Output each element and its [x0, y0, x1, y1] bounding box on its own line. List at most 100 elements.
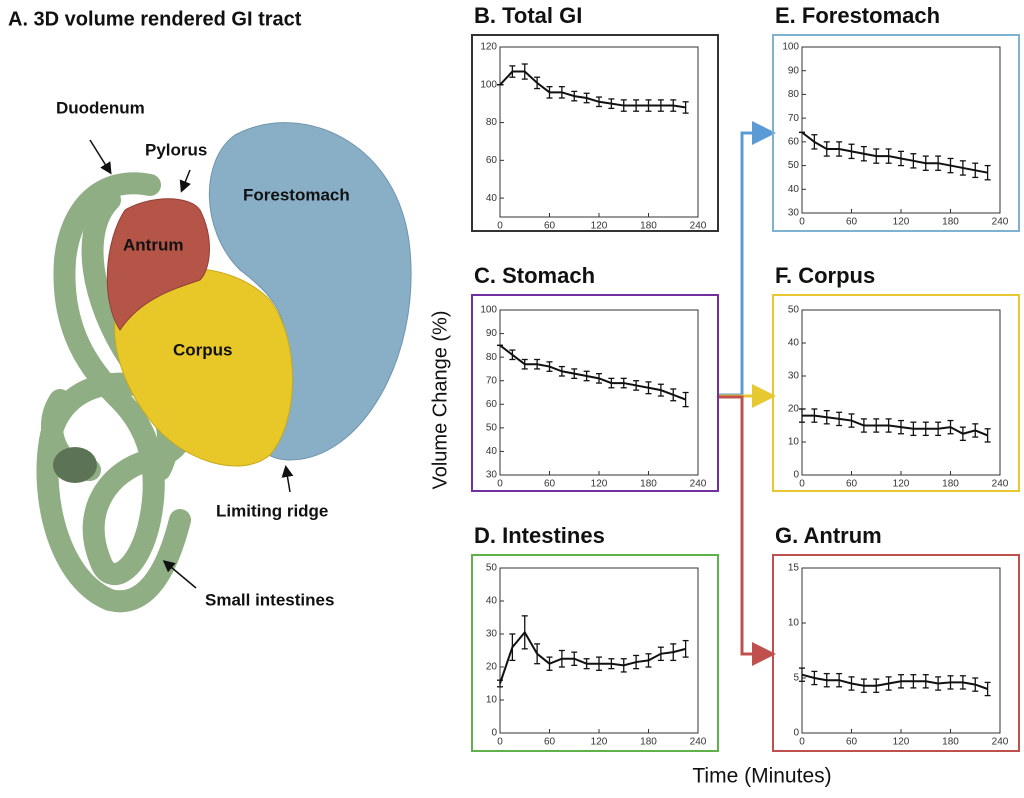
label: Corpus	[173, 340, 233, 359]
data-line	[802, 414, 988, 437]
y-tick-label: 30	[486, 470, 498, 481]
error-bar	[633, 654, 640, 670]
y-tick-label: 0	[793, 728, 799, 739]
y-tick-label: 20	[486, 662, 498, 673]
error-bar	[534, 643, 541, 665]
x-tick-label: 0	[497, 221, 503, 232]
x-tick-label: 240	[992, 217, 1009, 228]
y-tick-label: 40	[788, 184, 800, 195]
error-bar	[608, 377, 615, 389]
error-bar	[836, 141, 843, 157]
panel-frame	[772, 34, 1020, 232]
y-tick-label: 10	[788, 437, 800, 448]
error-bar	[984, 681, 991, 697]
error-bar	[596, 96, 602, 108]
error-bar	[947, 419, 954, 435]
error-bar	[645, 381, 652, 395]
panel-frame	[471, 34, 719, 232]
panel-title: G. Antrum	[775, 523, 882, 548]
y-tick-label: 30	[486, 629, 498, 640]
error-bar	[534, 358, 541, 370]
error-bar	[620, 99, 627, 112]
panel-title: F. Corpus	[775, 263, 875, 288]
data-line	[499, 70, 686, 109]
y-tick-label: 10	[486, 695, 498, 706]
y-tick-label: 60	[486, 399, 498, 410]
x-tick-label: 0	[799, 217, 805, 228]
y-tick-label: 30	[788, 208, 800, 219]
error-bar	[521, 615, 528, 650]
error-bar	[558, 365, 565, 377]
y-tick-label: 120	[480, 42, 497, 53]
error-bar	[873, 678, 880, 693]
error-bar	[596, 656, 602, 671]
x-tick-label: 120	[591, 479, 608, 490]
y-tick-label: 80	[486, 117, 498, 128]
plot-area	[801, 309, 1001, 476]
error-bar	[799, 408, 805, 423]
x-tick-label: 60	[846, 217, 858, 228]
arrow	[281, 465, 294, 493]
error-bar	[972, 423, 979, 438]
x-tick-label: 180	[640, 221, 657, 232]
y-tick-label: 60	[788, 136, 800, 147]
error-bar	[959, 426, 966, 442]
x-tick-label: 120	[591, 221, 608, 232]
error-bar	[583, 370, 590, 382]
error-bar	[860, 418, 867, 433]
error-bar	[608, 98, 615, 110]
panel-title: B. Total GI	[474, 3, 582, 28]
error-bar	[898, 674, 904, 689]
error-bar	[922, 421, 929, 437]
x-tick-label: 120	[893, 217, 910, 228]
panel-frame	[471, 554, 719, 752]
y-tick-label: 15	[788, 563, 800, 574]
error-bar	[860, 678, 867, 693]
error-bar	[910, 674, 917, 689]
error-bar	[885, 676, 892, 691]
label: Antrum	[123, 235, 183, 254]
x-tick-label: 60	[544, 737, 556, 748]
y-tick-label: 10	[788, 618, 800, 629]
x-tick-label: 240	[690, 479, 707, 490]
error-bar	[848, 413, 855, 428]
arrow	[89, 139, 112, 175]
x-tick-label: 60	[544, 221, 556, 232]
error-bar	[571, 651, 578, 666]
error-bar	[546, 656, 553, 671]
y-tick-label: 90	[486, 328, 498, 339]
y-tick-label: 50	[788, 160, 800, 171]
error-bar	[823, 141, 830, 157]
error-bar	[811, 134, 818, 150]
plot-area	[499, 567, 699, 734]
error-bar	[959, 675, 966, 690]
error-bar	[682, 639, 689, 658]
error-bar	[633, 380, 640, 391]
arrow	[179, 169, 191, 193]
y-tick-label: 50	[788, 305, 800, 316]
x-tick-label: 180	[942, 479, 959, 490]
panel-title: E. Forestomach	[775, 3, 940, 28]
panel-title: D. Intestines	[474, 523, 605, 548]
panel-frame	[772, 554, 1020, 752]
error-bar	[657, 646, 664, 662]
y-tick-label: 30	[788, 371, 800, 382]
data-line	[499, 344, 686, 401]
error-bar	[984, 164, 991, 181]
error-bar	[620, 658, 627, 673]
y-tick-label: 100	[782, 42, 799, 53]
y-tick-label: 0	[491, 728, 497, 739]
y-tick-label: 70	[486, 375, 498, 386]
y-tick-label: 0	[793, 470, 799, 481]
error-bar	[898, 150, 904, 167]
error-bar	[558, 86, 565, 99]
x-tick-label: 120	[893, 479, 910, 490]
x-tick-label: 240	[690, 221, 707, 232]
x-tick-label: 60	[846, 479, 858, 490]
x-tick-label: 0	[799, 737, 805, 748]
error-bar	[885, 148, 892, 164]
error-bar	[947, 675, 954, 690]
y-tick-label: 80	[788, 89, 800, 100]
error-bar	[571, 368, 578, 380]
error-bar	[657, 383, 664, 397]
